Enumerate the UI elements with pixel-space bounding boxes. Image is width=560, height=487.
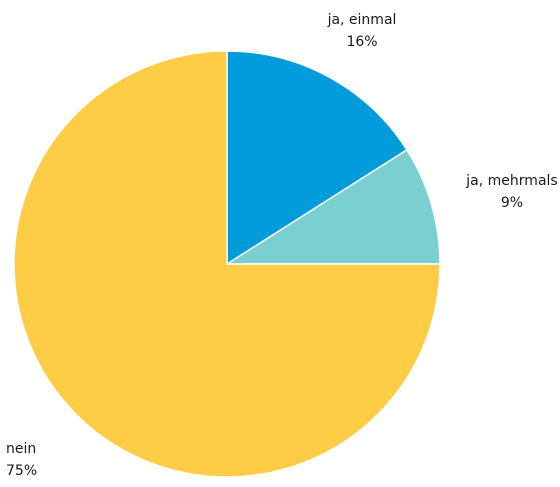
pie-slice-ja-mehrmals xyxy=(224,148,441,265)
slice-label: ja, einmal xyxy=(327,12,397,28)
pie-labels: ja, einmal 16% ja, mehrmals 9% nein 75% xyxy=(6,12,558,479)
slice-value-label: 16% xyxy=(346,34,377,50)
slice-value-label: 75% xyxy=(6,463,37,479)
slice-label: nein xyxy=(6,441,36,457)
pie-slice-ja-einmal xyxy=(226,50,408,266)
pie-slices xyxy=(13,50,441,478)
slice-value-label: 9% xyxy=(501,195,523,211)
pie-slice-nein xyxy=(13,50,441,478)
slice-label: ja, mehrmals xyxy=(465,173,557,189)
